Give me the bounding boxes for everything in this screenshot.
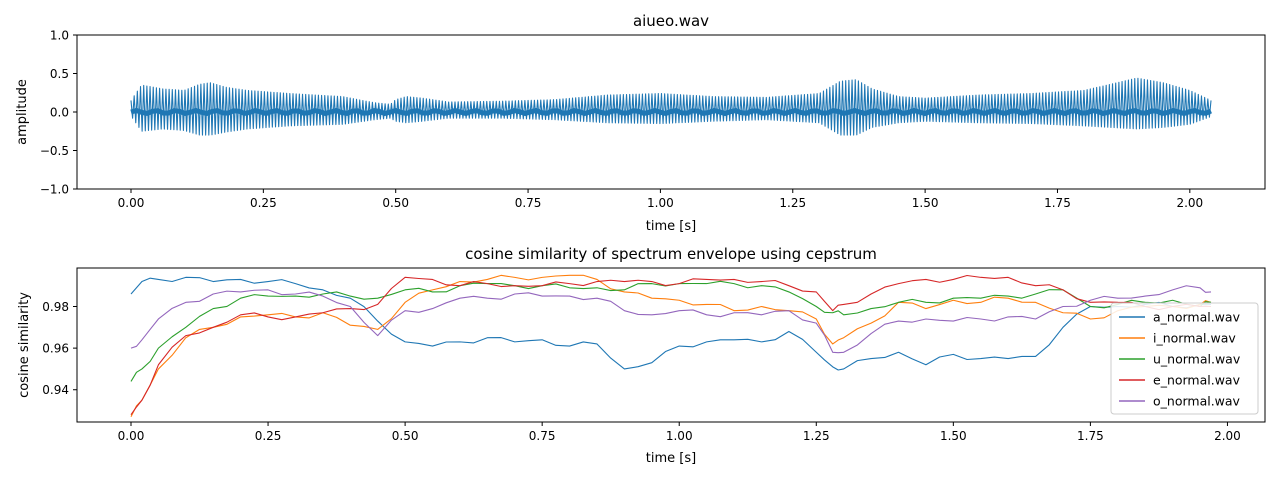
- y-tick-label: 1.0: [50, 29, 69, 43]
- x-tick-label: 0.00: [118, 429, 145, 443]
- waveform-core-band: [130, 107, 1212, 117]
- waveform-y-axis-label: amplitude: [15, 79, 30, 145]
- waveform-y-ticks: −1.0 −0.5 0.0 0.5 1.0: [40, 29, 77, 197]
- waveform-x-axis-label: time [s]: [646, 219, 696, 234]
- series-line-a-normal: [130, 276, 1212, 371]
- legend-label: o_normal.wav: [1153, 394, 1241, 409]
- cosine-x-axis-label: time [s]: [646, 451, 696, 466]
- legend-label: e_normal.wav: [1153, 373, 1241, 388]
- legend-box: [1110, 302, 1259, 415]
- waveform-x-ticks: 0.00 0.25 0.50 0.75 1.00 1.25 1.50 1.75 2.00: [118, 189, 1203, 210]
- y-tick-label: 0.0: [50, 106, 69, 120]
- x-tick-label: 1.50: [912, 196, 939, 210]
- cosine-axes-frame: [76, 267, 1266, 423]
- cosine-plot-area: [130, 274, 1212, 418]
- y-tick-label: 0.98: [42, 300, 69, 314]
- x-tick-label: 1.25: [779, 196, 806, 210]
- x-tick-label: 0.75: [515, 196, 542, 210]
- x-tick-label: 2.00: [1214, 429, 1241, 443]
- series-line-e-normal: [130, 274, 1212, 416]
- y-tick-label: −0.5: [40, 144, 69, 158]
- cosine-y-ticks: 0.94 0.96 0.98: [42, 300, 77, 397]
- legend-label: i_normal.wav: [1153, 331, 1236, 346]
- legend: a_normal.wav i_normal.wav u_normal.wav e_no…: [1110, 302, 1259, 415]
- y-tick-label: 0.5: [50, 67, 69, 81]
- x-tick-label: 0.25: [250, 196, 277, 210]
- x-tick-label: 1.75: [1077, 429, 1104, 443]
- x-tick-label: 0.00: [118, 196, 145, 210]
- x-tick-label: 1.00: [666, 429, 693, 443]
- x-tick-label: 0.50: [382, 196, 409, 210]
- x-tick-label: 1.50: [940, 429, 967, 443]
- y-tick-label: 0.94: [42, 383, 69, 397]
- y-tick-label: 0.96: [42, 342, 69, 356]
- waveform-plot-area: [130, 77, 1212, 136]
- x-tick-label: 0.50: [392, 429, 419, 443]
- cosine-similarity-chart: cosine similarity of spectrum envelope u…: [17, 245, 1266, 466]
- x-tick-label: 1.25: [803, 429, 830, 443]
- waveform-chart: aiueo.wav 0.00 0.25 0.50 0.75 1.00 1.25 1.50 1.…: [15, 12, 1266, 234]
- x-tick-label: 1.00: [647, 196, 674, 210]
- x-tick-label: 1.75: [1044, 196, 1071, 210]
- waveform-title: aiueo.wav: [633, 12, 709, 30]
- y-tick-label: −1.0: [40, 183, 69, 197]
- cosine-title: cosine similarity of spectrum envelope u…: [465, 245, 877, 263]
- x-tick-label: 0.25: [255, 429, 282, 443]
- x-tick-label: 2.00: [1176, 196, 1203, 210]
- cosine-y-axis-label: cosine similarity: [17, 292, 32, 398]
- legend-label: a_normal.wav: [1153, 310, 1241, 325]
- cosine-x-ticks: 0.00 0.25 0.50 0.75 1.00 1.25 1.50 1.75 2.00: [118, 422, 1241, 443]
- series-line-o-normal: [130, 285, 1212, 354]
- x-tick-label: 0.75: [529, 429, 556, 443]
- legend-label: u_normal.wav: [1153, 352, 1241, 367]
